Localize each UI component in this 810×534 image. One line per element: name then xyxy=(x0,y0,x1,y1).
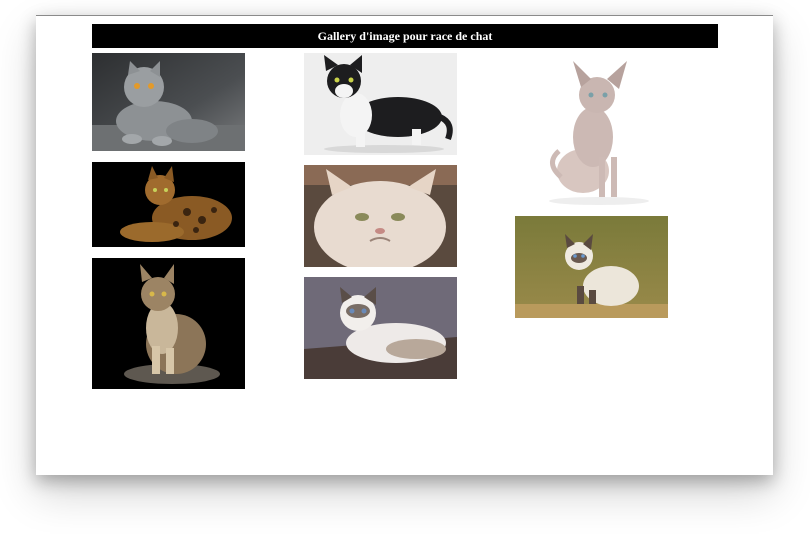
browser-page: Gallery d'image pour race de chat xyxy=(36,15,773,475)
persian-cat-image xyxy=(304,165,457,267)
cat-photo-sphynx[interactable] xyxy=(515,53,668,206)
siamese-cat-image xyxy=(515,216,668,318)
cat-photo-tuxedo[interactable] xyxy=(304,53,457,155)
cat-photo-bengal[interactable] xyxy=(92,162,245,247)
cat-photo-persian[interactable] xyxy=(304,165,457,267)
maine-coon-cat-image xyxy=(92,258,245,389)
cat-photo-ragdoll[interactable] xyxy=(304,277,457,379)
tuxedo-cat-image xyxy=(304,53,457,155)
cat-photo-maine-coon[interactable] xyxy=(92,258,245,389)
cat-photo-grey[interactable] xyxy=(92,53,245,151)
bengal-cat-image xyxy=(92,162,245,247)
grey-cat-image xyxy=(92,53,245,151)
sphynx-cat-image xyxy=(515,53,668,206)
page-title: Gallery d'image pour race de chat xyxy=(317,29,493,43)
cat-photo-siamese[interactable] xyxy=(515,216,668,318)
page-header: Gallery d'image pour race de chat xyxy=(92,24,718,48)
ragdoll-cat-image xyxy=(304,277,457,379)
